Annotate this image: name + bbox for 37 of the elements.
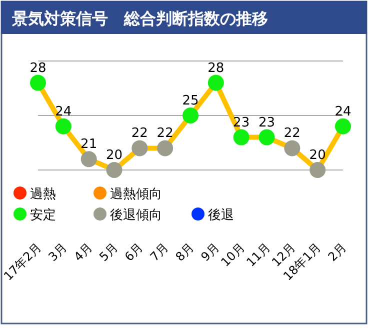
legend-label: 後退 [208,208,234,223]
point [106,162,122,178]
x-tick-label: 2月 [325,240,350,264]
point [80,151,97,168]
x-tick-label: 5月 [96,240,120,264]
legend-label: 過熱傾向 [110,187,162,202]
point [310,162,326,178]
point [132,140,148,156]
data-label: 22 [284,126,300,142]
chart-title: 景気対策信号 総合判断指数の推移 [11,9,268,28]
point [30,74,46,91]
point [233,129,250,146]
data-label: 28 [30,60,46,76]
data-label: 24 [334,104,352,120]
point [157,140,174,156]
x-tick-label: 17年2月 [1,240,44,284]
legend-label: 後退傾向 [110,208,162,223]
x-tick-label: 7月 [147,240,172,264]
legend-label: 過熱 [30,187,56,202]
x-tick-label: 4月 [71,240,95,264]
point [55,118,72,134]
point [182,108,198,124]
data-label: 23 [258,115,276,130]
data-label: 21 [80,137,98,152]
x-tick-label: 3月 [46,240,70,264]
data-label: 22 [156,126,174,142]
point [284,140,300,156]
legend-label: 安定 [30,207,56,223]
data-label: 28 [208,60,224,76]
x-tick-label: 6月 [122,240,146,264]
data-label: 20 [106,148,123,163]
point [208,74,224,91]
point [258,129,275,146]
x-tick-label: 8月 [172,240,197,264]
data-label: 25 [182,94,199,108]
point [335,118,351,134]
data-label: 22 [131,126,148,142]
